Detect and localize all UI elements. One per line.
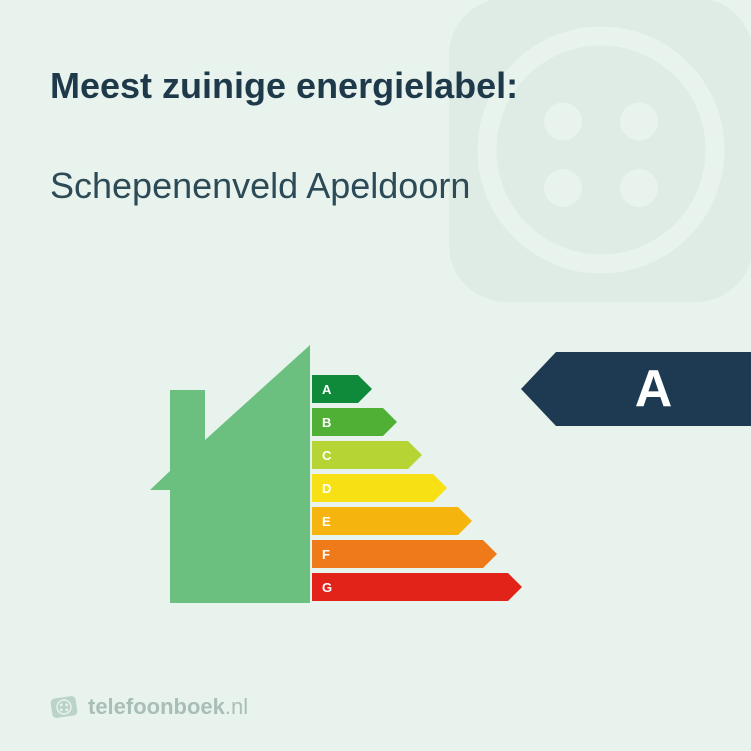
page-title: Meest zuinige energielabel:	[50, 65, 518, 107]
brand-tld: .nl	[225, 694, 248, 719]
footer-brand: telefoonboek.nl	[50, 693, 248, 721]
location-subtitle: Schepenenveld Apeldoorn	[50, 165, 470, 207]
energy-bar-label: E	[322, 514, 331, 529]
house-icon	[150, 345, 310, 615]
energy-bar-label: F	[322, 547, 330, 562]
energy-bar-label: B	[322, 415, 331, 430]
brand-text: telefoonboek.nl	[88, 694, 248, 720]
energy-bar-label: A	[322, 382, 331, 397]
selected-rating-badge: A	[521, 352, 751, 426]
energy-bar-label: D	[322, 481, 331, 496]
energy-bar-label: C	[322, 448, 331, 463]
brand-icon	[50, 693, 78, 721]
selected-rating-letter: A	[556, 352, 751, 426]
brand-name: telefoonboek	[88, 694, 225, 719]
energy-bar-label: G	[322, 580, 332, 595]
